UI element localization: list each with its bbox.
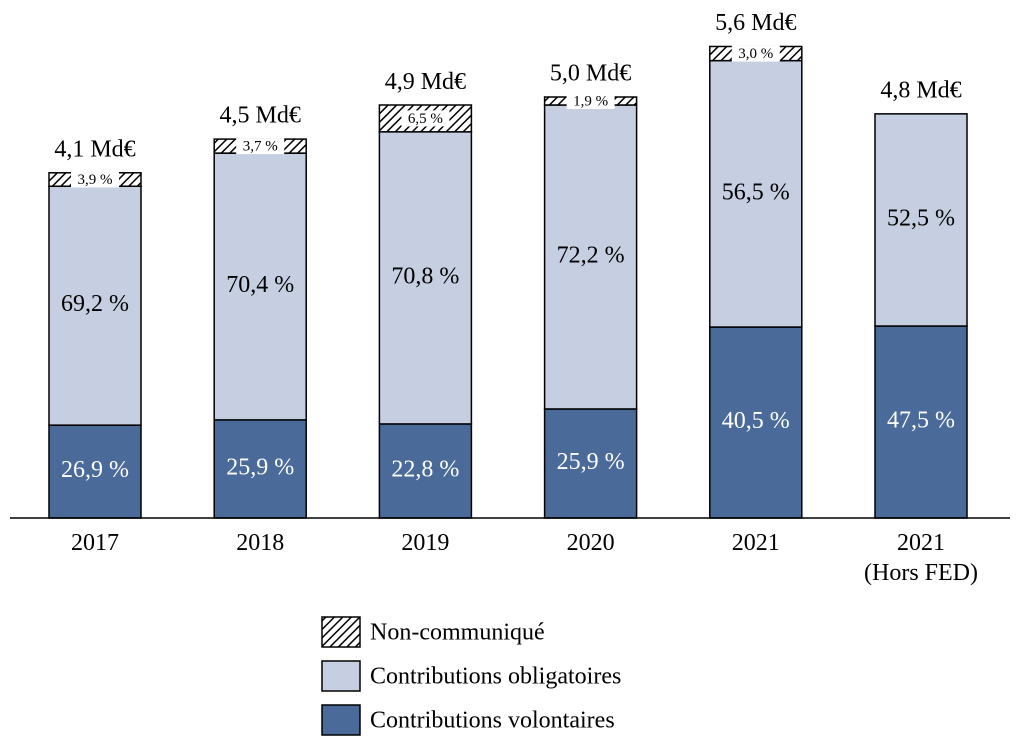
x-tick-label: 2017 [71,530,119,556]
legend-swatch [321,660,361,692]
x-label-box: 2019 [401,530,450,556]
x-label-box: 2021 (Hors FED) [864,530,978,586]
data-label: 52,5 % [887,205,955,231]
x-label-box: 2020 [566,530,615,556]
bar-segment [543,408,638,519]
data-label: 3,9 % [78,172,113,188]
legend-swatch [321,616,361,648]
data-label: 25,9 % [226,454,294,480]
data-label: 56,5 % [722,179,790,205]
data-label: 72,2 % [557,242,625,268]
x-label-box: 2021 [731,530,780,556]
total-label: 4,5 Md€ [220,103,301,129]
bar-segment [709,59,803,328]
total-label: 5,0 Md€ [550,61,631,87]
x-tick-label: 2018 [236,530,285,556]
data-label: 25,9 % [557,449,625,475]
bar-segment [874,113,968,327]
x-tick-label: 2021 (Hors FED) [864,530,978,586]
x-label-box: 2017 [71,530,119,556]
total-label: 4,1 Md€ [54,136,135,162]
label-bg [236,138,285,155]
data-label: 1,9 % [573,93,608,109]
data-label: 3,7 % [243,139,278,155]
data-label: 69,2 % [61,291,129,317]
total-label: 4,8 Md€ [880,77,961,103]
legend-label: Contributions obligatoires [370,664,621,690]
legend-swatch [321,704,361,736]
bar-segment [378,131,473,425]
data-label: 47,5 % [887,408,955,434]
label-bg [71,171,119,188]
x-tick-label: 2021 [731,530,780,556]
data-label: 40,5 % [722,408,790,434]
bar-segment [543,104,638,410]
bar-segment [213,152,307,421]
data-label: 70,8 % [391,263,459,289]
data-label: 3,0 % [738,46,773,62]
x-tick-label: 2019 [401,530,450,556]
data-label: 26,9 % [61,457,129,483]
total-label: 4,9 Md€ [385,69,466,95]
x-label-box: 2018 [236,530,285,556]
label-bg [566,92,615,109]
label-bg [401,110,450,127]
legend-label: Contributions volontaires [370,708,615,734]
total-label: 5,6 Md€ [715,10,796,36]
legend-label: Non-communiqué [370,620,545,646]
bar-segment [874,325,968,519]
label-bg [731,45,780,62]
x-tick-label: 2020 [566,530,615,556]
data-label: 6,5 % [408,111,443,127]
bar-segment [709,326,803,519]
bar-segment [48,424,142,519]
data-label: 22,8 % [391,456,459,482]
bar-segment [48,185,142,426]
data-label: 70,4 % [226,272,294,298]
